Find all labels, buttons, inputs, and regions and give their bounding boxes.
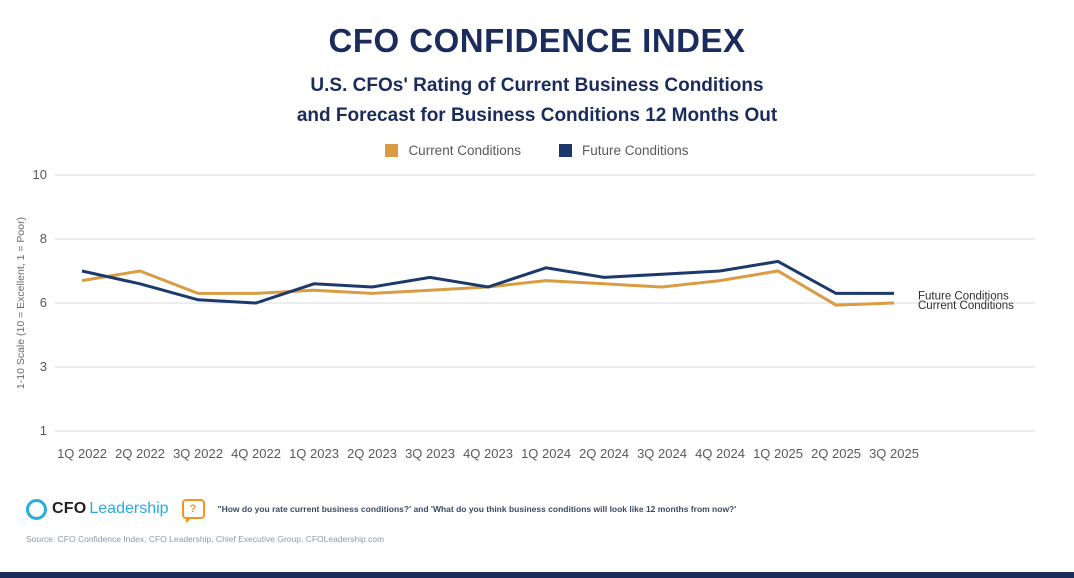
- x-tick-label: 3Q 2024: [637, 446, 687, 461]
- logo-ring-icon: [26, 498, 47, 520]
- y-tick-label: 8: [40, 231, 47, 246]
- x-tick-label: 1Q 2025: [753, 446, 803, 461]
- legend-label-future: Future Conditions: [582, 143, 689, 158]
- x-tick-label: 2Q 2022: [115, 446, 165, 461]
- x-tick-label: 3Q 2025: [869, 446, 919, 461]
- question-bubble-icon: ?: [181, 499, 205, 523]
- page-title: CFO CONFIDENCE INDEX: [328, 22, 746, 59]
- x-tick-label: 4Q 2024: [695, 446, 745, 461]
- logo-leadership-text: Leadership: [89, 500, 169, 517]
- x-tick-label: 4Q 2023: [463, 446, 513, 461]
- current-conditions-swatch-icon: [385, 144, 399, 157]
- y-axis-title: 1-10 Scale (10 = Excellent, 1 = Poor): [15, 217, 27, 389]
- question-mark-glyph: ?: [189, 503, 197, 515]
- subtitle-line-2: and Forecast for Business Conditions 12 …: [296, 105, 778, 126]
- footer-row: CFO Leadership ? "How do you rate curren…: [26, 496, 737, 523]
- line-end-label: Future Conditions: [918, 290, 1009, 302]
- x-tick-label: 1Q 2024: [521, 446, 571, 461]
- y-tick-label: 6: [40, 295, 47, 310]
- chart-legend: Current Conditions Future Conditions: [0, 143, 1074, 158]
- bottom-accent-bar: [0, 572, 1074, 578]
- legend-label-current: Current Conditions: [408, 143, 521, 158]
- source-attribution-text: Source: CFO Confidence Index, CFO Leader…: [26, 534, 385, 544]
- x-tick-label: 1Q 2023: [289, 446, 339, 461]
- y-tick-label: 3: [40, 359, 47, 374]
- x-tick-label: 2Q 2023: [347, 446, 397, 461]
- y-tick-label: 1: [40, 423, 47, 438]
- x-tick-label: 2Q 2024: [579, 446, 629, 461]
- x-tick-label: 1Q 2022: [57, 446, 107, 461]
- subtitle-line-1: U.S. CFOs' Rating of Current Business Co…: [310, 75, 764, 96]
- y-tick-label: 10: [33, 167, 47, 182]
- series-line-future-conditions: [81, 259, 894, 305]
- x-tick-label: 4Q 2022: [231, 446, 281, 461]
- confidence-line-chart: 10 8 6 3 1 1Q 2022 2Q 2022 3Q 2022 4Q 2022 1Q 202…: [15, 167, 1035, 461]
- future-conditions-swatch-icon: [559, 144, 572, 157]
- x-tick-label: 3Q 2023: [405, 446, 455, 461]
- cfo-leadership-logo: CFO Leadership: [26, 498, 169, 520]
- survey-question-text: "How do you rate current business condit…: [217, 504, 737, 514]
- x-tick-label: 2Q 2025: [811, 446, 861, 461]
- line-end-label: Current Conditions: [918, 300, 1014, 312]
- logo-cfo-text: CFO: [52, 500, 87, 517]
- x-tick-label: 3Q 2022: [173, 446, 223, 461]
